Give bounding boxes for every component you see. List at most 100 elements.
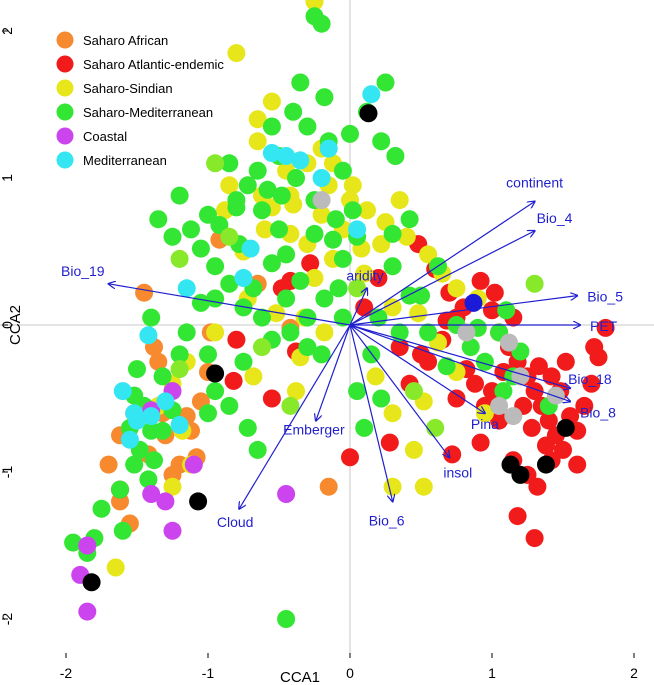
data-point: [400, 286, 419, 305]
data-point: [362, 85, 381, 104]
data-point: [262, 92, 281, 111]
data-point: [64, 533, 83, 552]
legend-swatch: [56, 103, 74, 121]
data-point: [99, 455, 118, 474]
data-point: [142, 308, 161, 327]
data-point: [291, 271, 310, 290]
y-tick-label: 0: [0, 321, 15, 329]
y-tick-label: -1: [0, 466, 15, 479]
data-point: [220, 227, 239, 246]
arrow-label: Pina: [471, 416, 499, 432]
data-point: [227, 198, 246, 217]
data-point: [355, 264, 374, 283]
data-point: [525, 529, 544, 548]
data-point: [139, 326, 158, 345]
data-point: [253, 201, 271, 220]
data-point: [135, 283, 154, 302]
data-point: [508, 507, 527, 526]
loading-arrow: [349, 202, 535, 326]
data-point: [248, 132, 267, 151]
data-point: [312, 191, 331, 210]
data-point: [490, 396, 509, 415]
data-point: [189, 492, 208, 511]
legend-label: Mediterranean: [83, 153, 167, 168]
data-point: [319, 139, 338, 158]
loading-arrow: [349, 324, 570, 401]
data-point: [485, 283, 504, 302]
data-point: [397, 227, 416, 246]
x-tick-label: 2: [630, 665, 638, 681]
data-point: [494, 382, 513, 401]
data-point: [153, 367, 172, 386]
data-point: [556, 352, 575, 371]
data-point: [542, 367, 561, 386]
data-point: [234, 352, 253, 371]
data-point: [383, 257, 402, 276]
arrows-layer: continent Bio_4 Bio_5 PET Bio_18 Bio_8 aridity…: [61, 175, 623, 530]
data-point: [359, 104, 378, 123]
data-point: [372, 389, 391, 408]
data-point: [262, 254, 281, 273]
data-point: [343, 201, 362, 220]
data-point: [464, 293, 483, 312]
data-point: [277, 147, 296, 165]
data-point: [163, 227, 182, 246]
data-point: [270, 220, 288, 239]
arrow-label: Cloud: [217, 514, 254, 530]
data-point: [199, 404, 217, 423]
data-point: [329, 279, 348, 298]
data-point: [426, 418, 445, 437]
data-point: [414, 477, 433, 496]
data-point: [537, 436, 555, 455]
data-point: [199, 205, 217, 224]
data-point: [305, 224, 324, 243]
data-point: [585, 338, 604, 357]
data-point: [120, 430, 139, 449]
data-point: [82, 573, 101, 592]
y-tick-label: -2: [0, 613, 15, 626]
data-point: [511, 367, 530, 386]
arrow-label: aridity: [346, 267, 383, 283]
data-point: [383, 298, 402, 317]
arrow-label: insol: [443, 464, 472, 480]
data-point: [220, 274, 239, 293]
data-point: [145, 451, 163, 470]
data-point: [500, 333, 518, 352]
y-tick-label: 2: [0, 27, 15, 35]
data-point: [466, 374, 484, 393]
data-point: [390, 338, 409, 357]
data-point: [312, 169, 331, 187]
data-point: [437, 357, 456, 376]
data-point: [163, 477, 182, 496]
data-point: [348, 220, 367, 239]
data-point: [277, 289, 296, 308]
legend-swatch: [56, 31, 74, 49]
data-point: [111, 480, 129, 499]
data-point: [412, 345, 430, 364]
data-point: [362, 345, 381, 364]
data-point: [255, 220, 274, 239]
axes-layer: -2 -1 0 1 2 -2 -1 0 1 2 CCA1 CCA2: [0, 27, 638, 685]
x-tick-label: -1: [202, 665, 215, 681]
data-point: [248, 161, 267, 180]
data-point: [277, 245, 296, 264]
data-point: [457, 323, 476, 342]
data-point: [596, 318, 615, 337]
x-tick-label: 0: [346, 665, 354, 681]
data-point: [238, 176, 257, 195]
data-point: [355, 418, 374, 437]
arrow-label: Bio_19: [61, 263, 105, 279]
data-point: [419, 245, 438, 264]
loading-arrow: [349, 324, 570, 388]
data-point: [341, 448, 359, 467]
data-point: [525, 274, 544, 293]
data-point: [224, 371, 243, 390]
data-point: [128, 360, 146, 379]
loading-arrow: [349, 324, 393, 501]
data-point: [163, 521, 182, 540]
arrow-label: Bio_18: [568, 371, 612, 387]
data-point: [582, 374, 601, 393]
data-point: [312, 14, 331, 33]
data-point: [490, 411, 509, 430]
data-point: [170, 416, 189, 434]
